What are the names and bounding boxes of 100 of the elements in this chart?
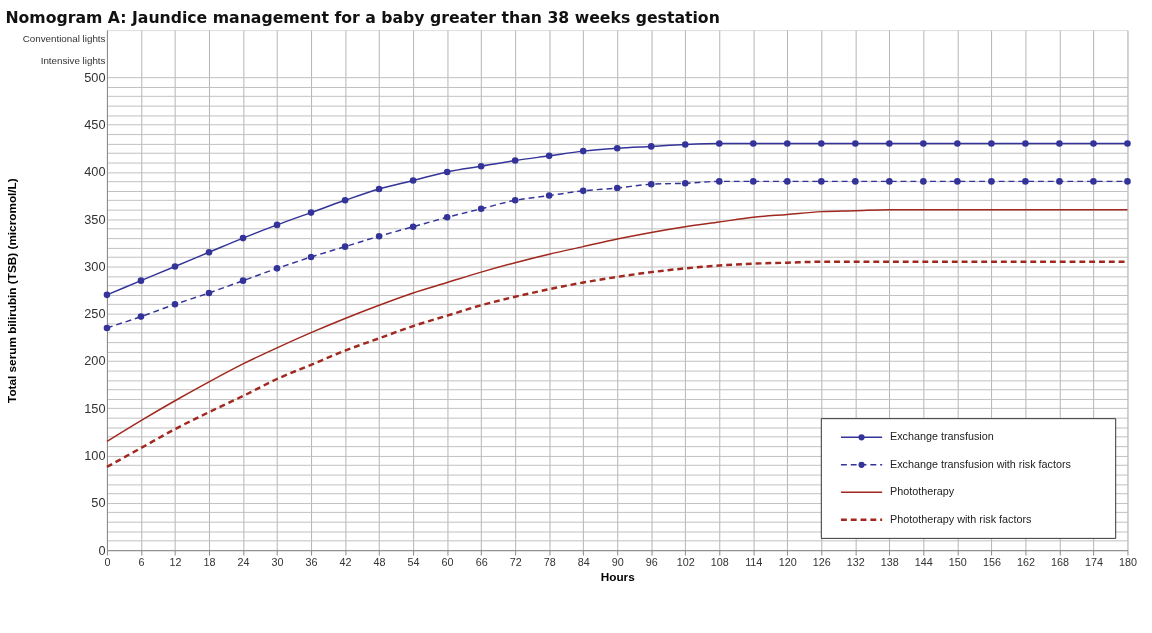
point [1022,140,1029,147]
point [920,178,927,185]
point [784,140,791,147]
point [1124,140,1131,147]
x-tick-label: 120 [778,556,797,569]
point [375,232,383,240]
x-tick-label: 24 [237,556,250,569]
y-tick-label: 200 [84,353,106,369]
point [341,197,349,204]
point [375,185,383,193]
point [647,143,655,150]
point [205,289,213,297]
point [273,221,281,229]
point [103,291,111,299]
y-tick-label: 250 [84,306,106,322]
point [954,140,961,147]
point [852,178,859,185]
legend-label: Exchange transfusion with risk factors [890,457,1071,470]
point [409,223,417,231]
point [171,263,179,270]
point [273,265,281,272]
point [818,140,825,147]
y-tick-label: Conventional lights [22,33,106,45]
point [1056,140,1063,147]
y-tick-label: 150 [84,400,106,416]
point [1090,178,1097,185]
point [1090,140,1097,147]
point [239,277,247,284]
legend-label: Phototherapy with risk factors [890,512,1032,525]
x-tick-label: 156 [982,556,1001,569]
point [818,178,825,185]
x-tick-label: 36 [305,556,318,569]
chart-title: Nomogram A: Jaundice management for a baby greater than 38 weeks gestation [5,8,720,28]
x-tick-label: 42 [339,556,352,569]
point [137,277,145,284]
point [988,140,995,147]
point [681,179,689,187]
x-tick-label: 6 [138,556,145,569]
x-tick-label: 90 [611,556,624,569]
legend-label: Phototherapy [890,485,955,498]
point [341,243,349,250]
point [579,147,587,155]
point [579,187,587,195]
point [409,177,417,184]
point [988,178,995,185]
point [477,205,485,213]
point [171,301,179,308]
point [749,140,757,147]
point [307,253,315,261]
legend-label: Exchange transfusion [890,430,994,443]
y-axis-title: Total serum bilirubin (TSB) (micromol/L) [4,178,18,403]
point [681,141,689,148]
x-tick-label: 162 [1016,556,1035,569]
point [511,157,519,164]
x-tick-label: 18 [203,556,216,569]
point [443,214,451,221]
x-tick-label: 84 [577,556,590,569]
point [545,152,553,160]
point [886,140,893,147]
x-tick-label: 108 [710,556,729,569]
y-tick-label: 400 [84,164,106,180]
point [749,178,757,185]
x-tick-label: 174 [1084,556,1103,569]
x-tick-label: 144 [914,556,933,569]
x-tick-label: 72 [509,556,522,569]
x-tick-label: 12 [169,556,182,569]
y-tick-label: 100 [84,448,106,464]
y-tick-label: 450 [84,117,106,133]
x-tick-label: 180 [1118,556,1137,569]
point [1022,178,1029,185]
point [103,324,111,332]
x-tick-label: 60 [441,556,454,569]
y-tick-label: Intensive lights [40,54,106,66]
x-tick-label: 102 [676,556,695,569]
point [886,178,893,185]
point [852,140,859,147]
point [477,162,485,170]
point [613,145,621,152]
point [954,178,961,185]
x-tick-label: 54 [407,556,420,569]
point [1124,178,1131,185]
line-series [106,209,1129,443]
x-tick-label: 132 [846,556,865,569]
point [307,209,315,216]
x-tick-label: 78 [543,556,556,569]
point [647,180,655,188]
x-tick-label: 66 [475,556,488,569]
y-tick-label: 300 [84,258,106,274]
point [784,178,791,185]
x-tick-label: 150 [948,556,967,569]
point [545,192,553,199]
y-tick-label: 50 [91,495,106,511]
point [137,313,145,320]
x-tick-label: 114 [745,556,763,569]
point [443,168,451,176]
point [511,197,519,204]
point [239,234,247,242]
x-tick-label: 48 [373,556,386,569]
point [920,140,927,147]
y-tick-label: 0 [98,542,106,558]
